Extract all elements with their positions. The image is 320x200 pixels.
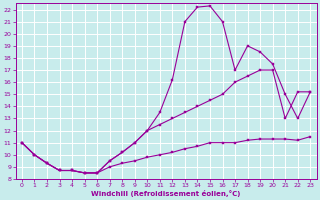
- X-axis label: Windchill (Refroidissement éolien,°C): Windchill (Refroidissement éolien,°C): [92, 190, 241, 197]
